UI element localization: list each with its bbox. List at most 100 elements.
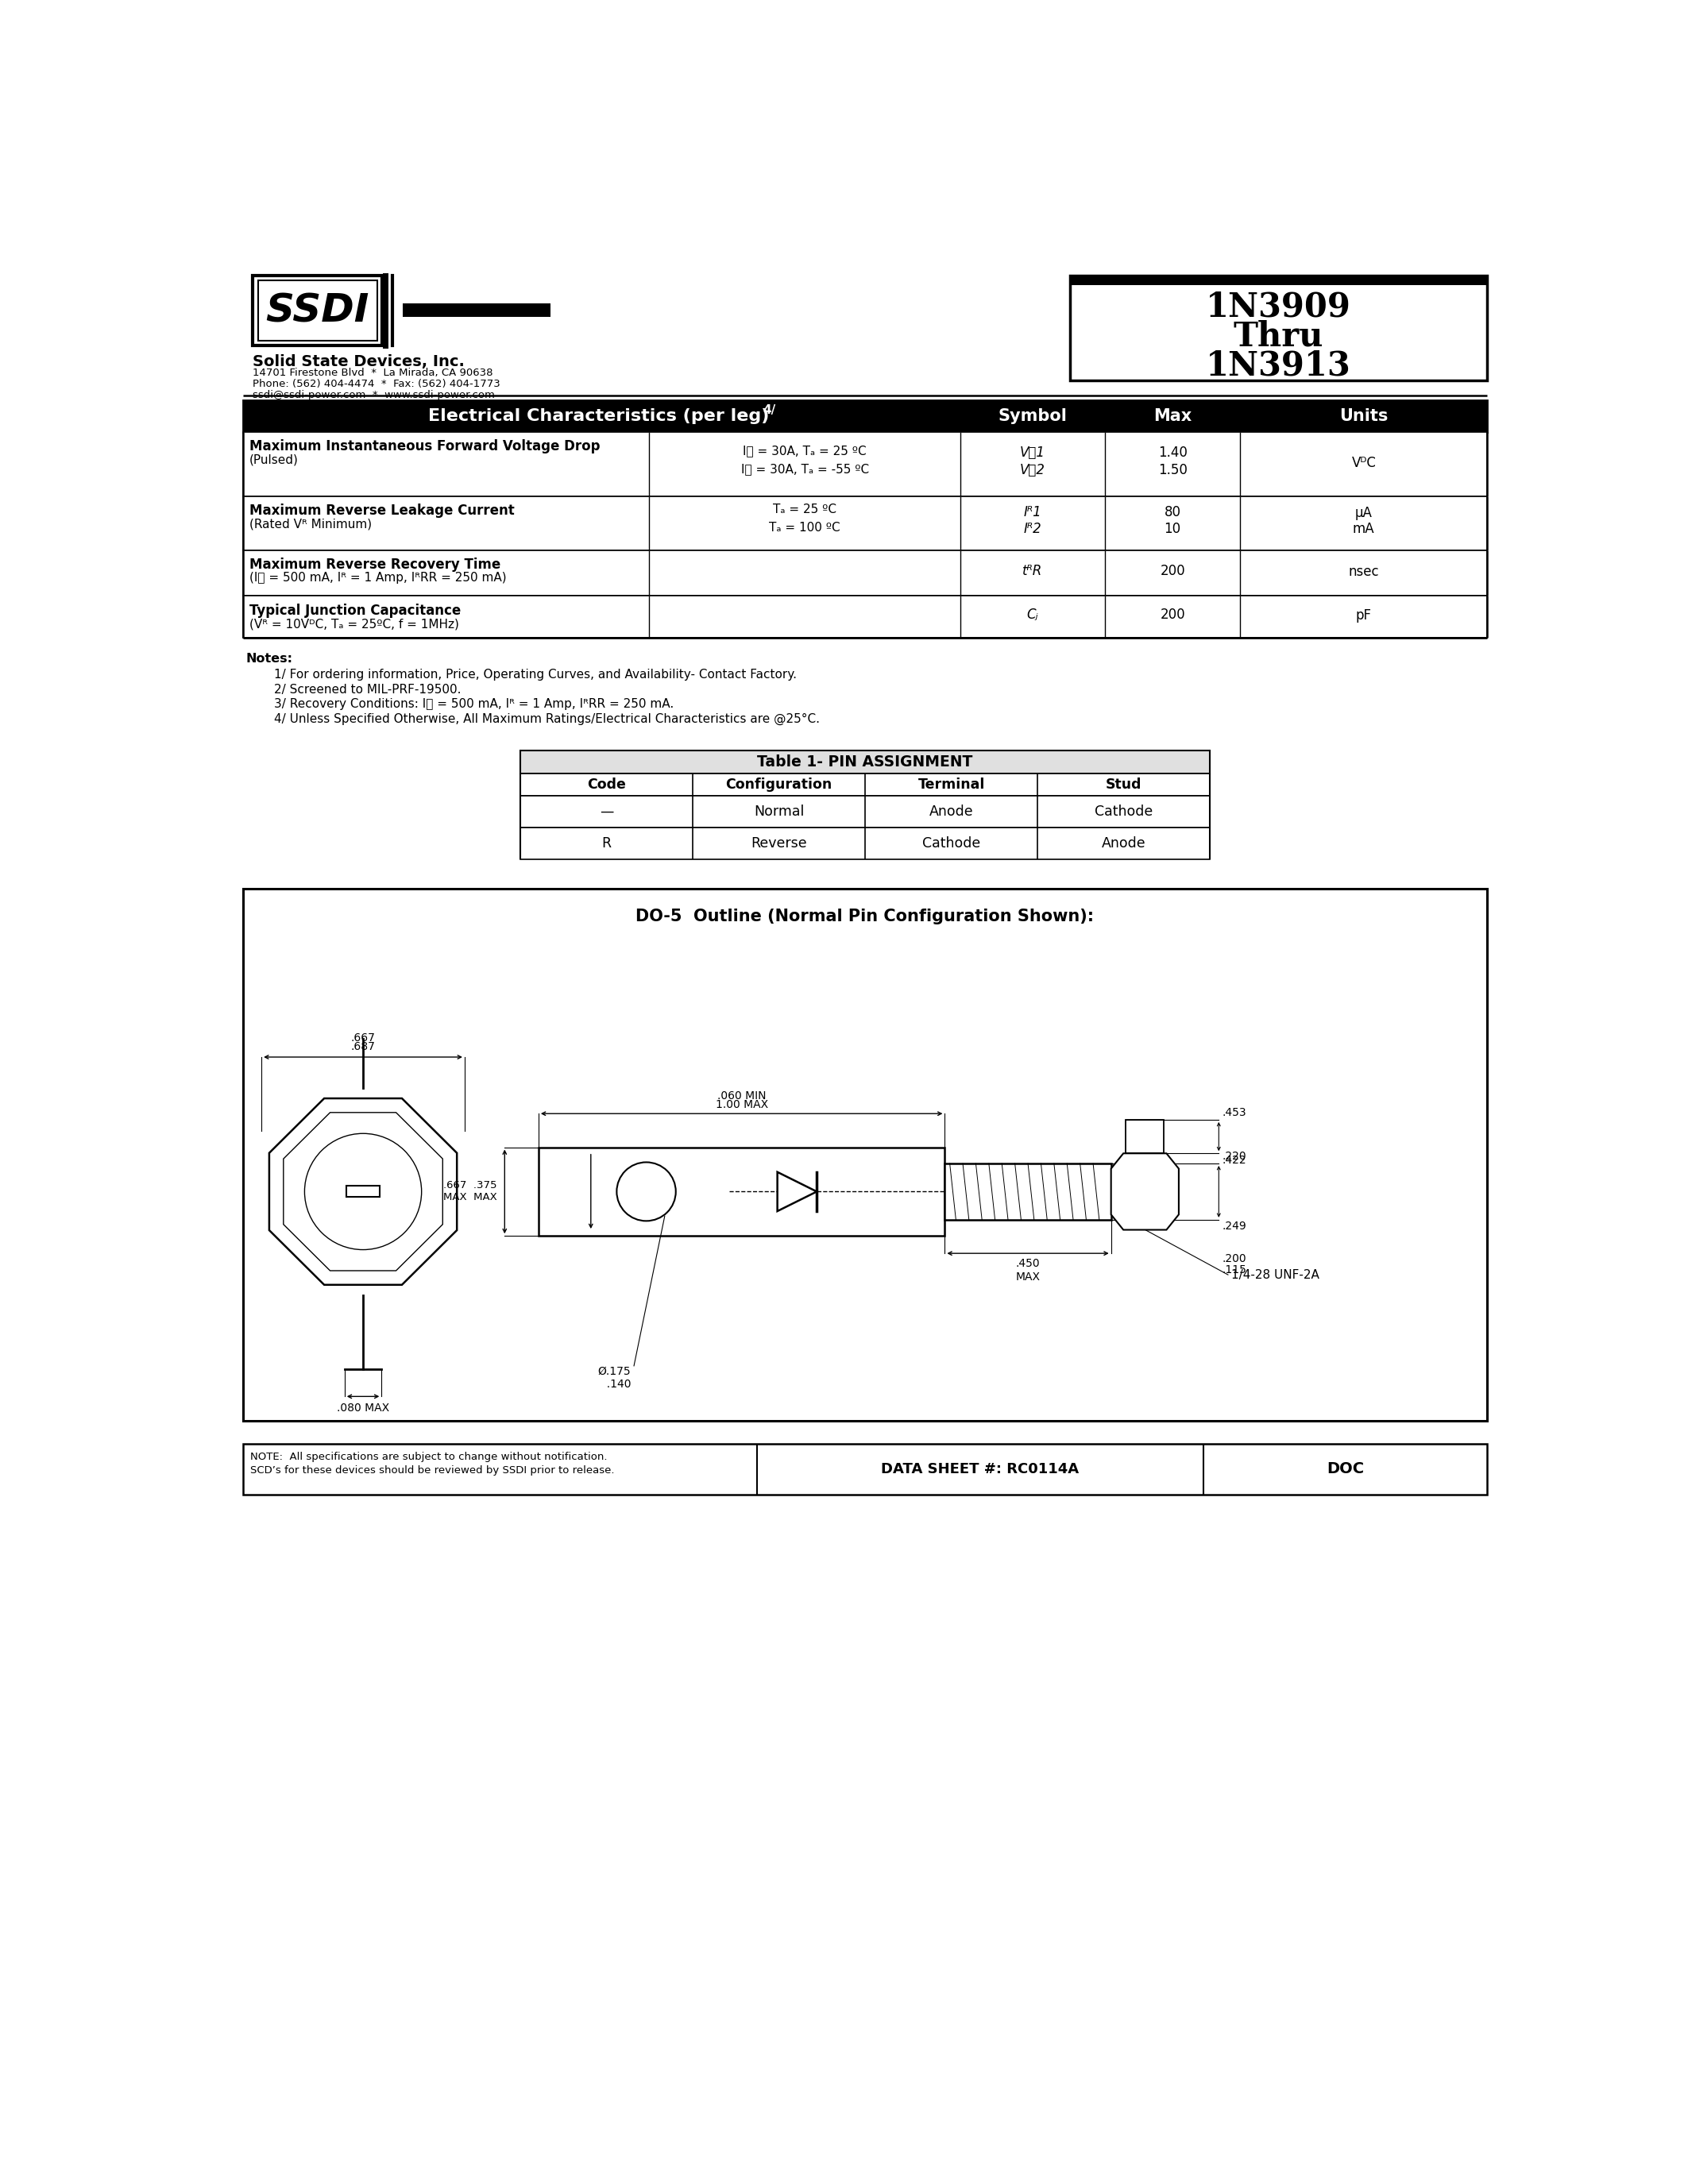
Text: 80: 80 (1165, 505, 1182, 520)
Text: 14701 Firestone Blvd  *  La Mirada, CA 90638: 14701 Firestone Blvd * La Mirada, CA 906… (253, 367, 493, 378)
Polygon shape (284, 1112, 442, 1271)
Bar (346, 1186, 380, 1197)
Circle shape (616, 1162, 675, 1221)
Text: 1.50: 1.50 (1158, 463, 1187, 478)
Bar (538, 1147, 945, 1236)
Text: .220: .220 (1222, 1151, 1246, 1162)
Bar (243, 550, 1487, 596)
Text: SSDI: SSDI (265, 293, 370, 330)
Text: 4/ Unless Specified Otherwise, All Maximum Ratings/Electrical Characteristics ar: 4/ Unless Specified Otherwise, All Maxim… (273, 712, 819, 725)
Text: 200: 200 (1160, 607, 1185, 622)
Text: Configuration: Configuration (726, 778, 832, 793)
Text: 10: 10 (1165, 522, 1182, 537)
Text: Typical Junction Capacitance: Typical Junction Capacitance (250, 603, 461, 618)
Text: I₟ = 30A, Tₐ = -55 ºC: I₟ = 30A, Tₐ = -55 ºC (741, 463, 869, 474)
Text: Anode: Anode (1102, 836, 1146, 852)
Text: 200: 200 (1160, 563, 1185, 579)
Text: 2/ Screened to MIL-PRF-19500.: 2/ Screened to MIL-PRF-19500. (273, 684, 461, 695)
Text: Phone: (562) 404-4474  *  Fax: (562) 404-1773: Phone: (562) 404-4474 * Fax: (562) 404-1… (253, 378, 501, 389)
Text: .060 MIN: .060 MIN (717, 1090, 766, 1101)
Text: .453: .453 (1222, 1107, 1246, 1118)
Text: Anode: Anode (928, 804, 974, 819)
Text: Table 1- PIN ASSIGNMENT: Table 1- PIN ASSIGNMENT (758, 756, 972, 769)
Text: R: R (601, 836, 611, 852)
Text: Cathode: Cathode (922, 836, 981, 852)
Bar (520, 795, 1210, 828)
Text: Electrical Characteristics (per leg): Electrical Characteristics (per leg) (429, 408, 775, 424)
Text: .450
MAX: .450 MAX (1016, 1258, 1040, 1282)
Text: Solid State Devices, Inc.: Solid State Devices, Inc. (253, 354, 464, 369)
Text: DO-5  Outline (Normal Pin Configuration Shown):: DO-5 Outline (Normal Pin Configuration S… (636, 909, 1094, 924)
Text: 1N3913: 1N3913 (1205, 349, 1350, 382)
Polygon shape (778, 1173, 817, 1212)
Text: Cⱼ: Cⱼ (1026, 607, 1038, 622)
Bar (520, 751, 1210, 773)
Bar (1126, 1120, 1165, 1153)
Text: Ø.175
  .140: Ø.175 .140 (598, 1365, 631, 1389)
Text: Iᴿ1: Iᴿ1 (1023, 505, 1041, 520)
Bar (243, 496, 1487, 550)
Text: 3/ Recovery Conditions: I₟ = 500 mA, Iᴿ = 1 Amp, IᴿRR = 250 mA.: 3/ Recovery Conditions: I₟ = 500 mA, Iᴿ … (273, 699, 674, 710)
Text: nsec: nsec (1349, 563, 1379, 579)
Text: DOC: DOC (1327, 1461, 1364, 1476)
Text: Symbol: Symbol (998, 408, 1067, 424)
Text: Iᴿ2: Iᴿ2 (1023, 522, 1041, 537)
Text: .687: .687 (351, 1042, 375, 1053)
Bar (243, 432, 1487, 496)
Text: (Vᴿ = 10VᴰC, Tₐ = 25ºC, f = 1MHz): (Vᴿ = 10VᴰC, Tₐ = 25ºC, f = 1MHz) (250, 618, 459, 629)
Bar (520, 773, 1210, 795)
Bar (1070, 275, 1487, 286)
Text: 4/: 4/ (763, 404, 776, 415)
Text: 1/ For ordering information, Price, Operating Curves, and Availability- Contact : 1/ For ordering information, Price, Oper… (273, 668, 797, 681)
Text: 1.40: 1.40 (1158, 446, 1187, 461)
Text: Maximum Reverse Leakage Current: Maximum Reverse Leakage Current (250, 505, 515, 518)
Text: SCD’s for these devices should be reviewed by SSDI prior to release.: SCD’s for these devices should be review… (250, 1465, 614, 1474)
Text: Tₐ = 25 ºC: Tₐ = 25 ºC (773, 505, 837, 515)
Text: (I₟ = 500 mA, Iᴿ = 1 Amp, IᴿRR = 250 mA): (I₟ = 500 mA, Iᴿ = 1 Amp, IᴿRR = 250 mA) (250, 572, 506, 583)
Text: V₟2: V₟2 (1020, 463, 1045, 478)
Text: .249: .249 (1222, 1221, 1246, 1232)
Bar (1070, 275, 1487, 380)
Text: Thru: Thru (1234, 321, 1323, 354)
Bar (243, 596, 1487, 638)
Text: VᴰC: VᴰC (1352, 456, 1376, 470)
Bar (402, 304, 550, 317)
Text: NOTE:  All specifications are subject to change without notification.: NOTE: All specifications are subject to … (250, 1452, 608, 1461)
Circle shape (304, 1133, 422, 1249)
Polygon shape (1111, 1153, 1178, 1230)
Text: mA: mA (1352, 522, 1374, 537)
Text: .422: .422 (1222, 1155, 1246, 1166)
Bar (243, 889, 1487, 1422)
Bar (243, 1444, 1487, 1494)
Text: Units: Units (1339, 408, 1388, 424)
Text: Cathode: Cathode (1094, 804, 1153, 819)
Bar (253, 275, 381, 345)
Text: (Pulsed): (Pulsed) (250, 454, 299, 465)
Text: ssdi@ssdi-power.com  *  www.ssdi-power.com: ssdi@ssdi-power.com * www.ssdi-power.com (253, 391, 495, 400)
Text: Maximum Reverse Recovery Time: Maximum Reverse Recovery Time (250, 557, 500, 572)
Text: Normal: Normal (755, 804, 803, 819)
Text: Code: Code (587, 778, 626, 793)
Text: .115: .115 (1222, 1265, 1246, 1275)
Text: Stud: Stud (1106, 778, 1141, 793)
Text: Maximum Instantaneous Forward Voltage Drop: Maximum Instantaneous Forward Voltage Dr… (250, 439, 599, 454)
Text: —: — (599, 804, 613, 819)
Text: I₟ = 30A, Tₐ = 25 ºC: I₟ = 30A, Tₐ = 25 ºC (743, 446, 866, 456)
Text: tᴿR: tᴿR (1023, 563, 1043, 579)
Text: .667: .667 (351, 1033, 375, 1044)
Text: Notes:: Notes: (246, 653, 294, 664)
Bar (945, 1164, 1111, 1219)
Text: (Rated Vᴿ Minimum): (Rated Vᴿ Minimum) (250, 518, 371, 531)
Text: 1/4-28 UNF-2A: 1/4-28 UNF-2A (1231, 1269, 1318, 1280)
Text: .667  .375
MAX  MAX: .667 .375 MAX MAX (444, 1182, 498, 1203)
Text: .200: .200 (1222, 1254, 1246, 1265)
Text: Tₐ = 100 ºC: Tₐ = 100 ºC (770, 522, 841, 533)
Bar (258, 280, 376, 341)
Bar (243, 400, 1487, 432)
Text: pF: pF (1355, 607, 1372, 622)
Text: DATA SHEET #: RC0114A: DATA SHEET #: RC0114A (881, 1461, 1079, 1476)
Text: 1.00 MAX: 1.00 MAX (716, 1099, 768, 1109)
Text: Reverse: Reverse (751, 836, 807, 852)
Text: 1N3909: 1N3909 (1205, 290, 1350, 323)
Text: .080 MAX: .080 MAX (338, 1402, 390, 1413)
